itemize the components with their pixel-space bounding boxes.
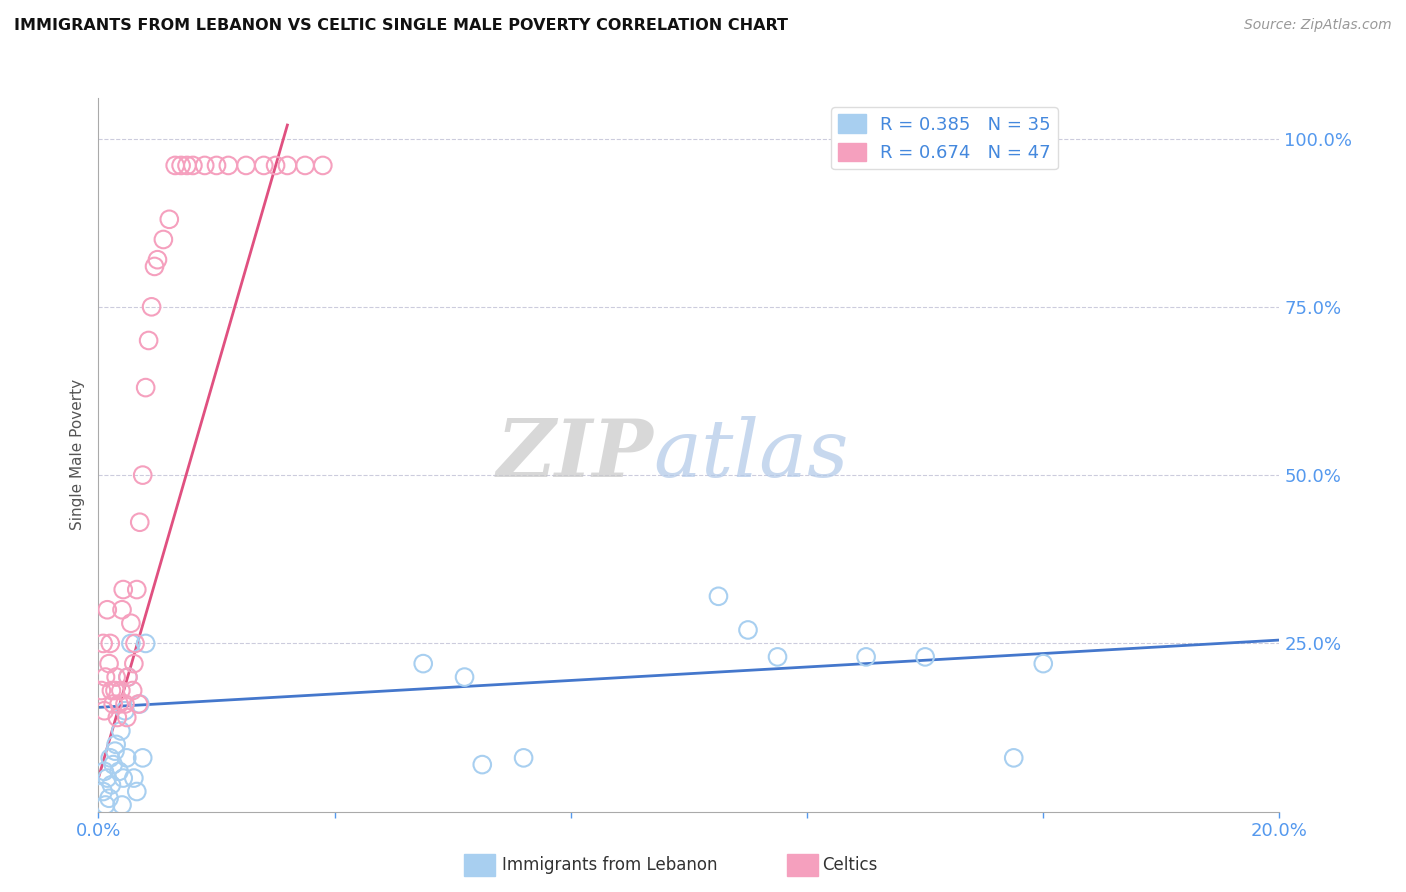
Point bbox=[276, 158, 298, 172]
Y-axis label: Single Male Poverty: Single Male Poverty bbox=[70, 379, 86, 531]
Legend: R = 0.385   N = 35, R = 0.674   N = 47: R = 0.385 N = 35, R = 0.674 N = 47 bbox=[831, 107, 1057, 169]
Point bbox=[128, 697, 150, 711]
Point bbox=[471, 757, 494, 772]
Point bbox=[112, 582, 135, 597]
Text: Source: ZipAtlas.com: Source: ZipAtlas.com bbox=[1244, 18, 1392, 32]
Point bbox=[108, 764, 131, 779]
Point bbox=[114, 704, 136, 718]
Point bbox=[115, 751, 138, 765]
Point bbox=[1002, 751, 1025, 765]
Point bbox=[120, 616, 142, 631]
Point bbox=[165, 158, 187, 172]
Point bbox=[125, 582, 148, 597]
Point bbox=[132, 751, 155, 765]
Point bbox=[312, 158, 335, 172]
Point bbox=[105, 710, 128, 724]
Point bbox=[115, 710, 138, 724]
Point bbox=[111, 603, 134, 617]
Point bbox=[94, 797, 117, 812]
Point bbox=[103, 757, 125, 772]
Point bbox=[117, 670, 139, 684]
Point bbox=[707, 589, 730, 603]
Point bbox=[170, 158, 193, 172]
Point bbox=[453, 670, 475, 684]
Point bbox=[181, 158, 204, 172]
Point bbox=[412, 657, 434, 671]
Point bbox=[105, 738, 128, 752]
Point bbox=[96, 603, 118, 617]
Text: ZIP: ZIP bbox=[496, 417, 654, 493]
Point bbox=[122, 657, 145, 671]
Point bbox=[93, 704, 115, 718]
Point bbox=[737, 623, 759, 637]
Point bbox=[110, 683, 132, 698]
Point bbox=[114, 697, 136, 711]
Point bbox=[128, 515, 150, 529]
Point bbox=[103, 697, 125, 711]
Point bbox=[121, 683, 143, 698]
Point bbox=[294, 158, 316, 172]
Point bbox=[108, 697, 131, 711]
Point bbox=[143, 260, 166, 274]
Point bbox=[157, 212, 180, 227]
Point bbox=[176, 158, 198, 172]
Point bbox=[512, 751, 534, 765]
Text: IMMIGRANTS FROM LEBANON VS CELTIC SINGLE MALE POVERTY CORRELATION CHART: IMMIGRANTS FROM LEBANON VS CELTIC SINGLE… bbox=[14, 18, 787, 33]
Point bbox=[194, 158, 217, 172]
Point bbox=[104, 744, 127, 758]
Point bbox=[128, 697, 150, 711]
Point bbox=[855, 649, 877, 664]
Point bbox=[112, 771, 135, 785]
Point bbox=[138, 334, 160, 348]
Point bbox=[111, 797, 134, 812]
Point bbox=[141, 300, 163, 314]
Point bbox=[135, 636, 157, 650]
Point bbox=[100, 778, 122, 792]
Point bbox=[90, 683, 112, 698]
Point bbox=[98, 791, 121, 805]
Point bbox=[766, 649, 789, 664]
Point bbox=[98, 636, 121, 650]
Point bbox=[264, 158, 287, 172]
Point bbox=[105, 670, 128, 684]
Point bbox=[124, 636, 146, 650]
Point bbox=[205, 158, 228, 172]
Point bbox=[100, 683, 122, 698]
Point bbox=[122, 771, 145, 785]
Text: Immigrants from Lebanon: Immigrants from Lebanon bbox=[502, 856, 717, 874]
Point bbox=[1032, 657, 1054, 671]
Text: Celtics: Celtics bbox=[823, 856, 877, 874]
Point bbox=[253, 158, 276, 172]
Point bbox=[91, 636, 114, 650]
Text: atlas: atlas bbox=[654, 417, 849, 493]
Point bbox=[146, 252, 169, 267]
Point bbox=[98, 657, 121, 671]
Point bbox=[93, 764, 115, 779]
Point bbox=[120, 636, 142, 650]
Point bbox=[117, 670, 139, 684]
Point bbox=[104, 683, 127, 698]
Point bbox=[152, 232, 174, 246]
Point bbox=[94, 670, 117, 684]
Point bbox=[96, 771, 118, 785]
Point bbox=[914, 649, 936, 664]
Point bbox=[235, 158, 257, 172]
Point bbox=[91, 784, 114, 798]
Point bbox=[135, 381, 157, 395]
Point bbox=[217, 158, 239, 172]
Point bbox=[98, 751, 121, 765]
Point bbox=[125, 784, 148, 798]
Point bbox=[110, 723, 132, 738]
Point bbox=[132, 468, 155, 483]
